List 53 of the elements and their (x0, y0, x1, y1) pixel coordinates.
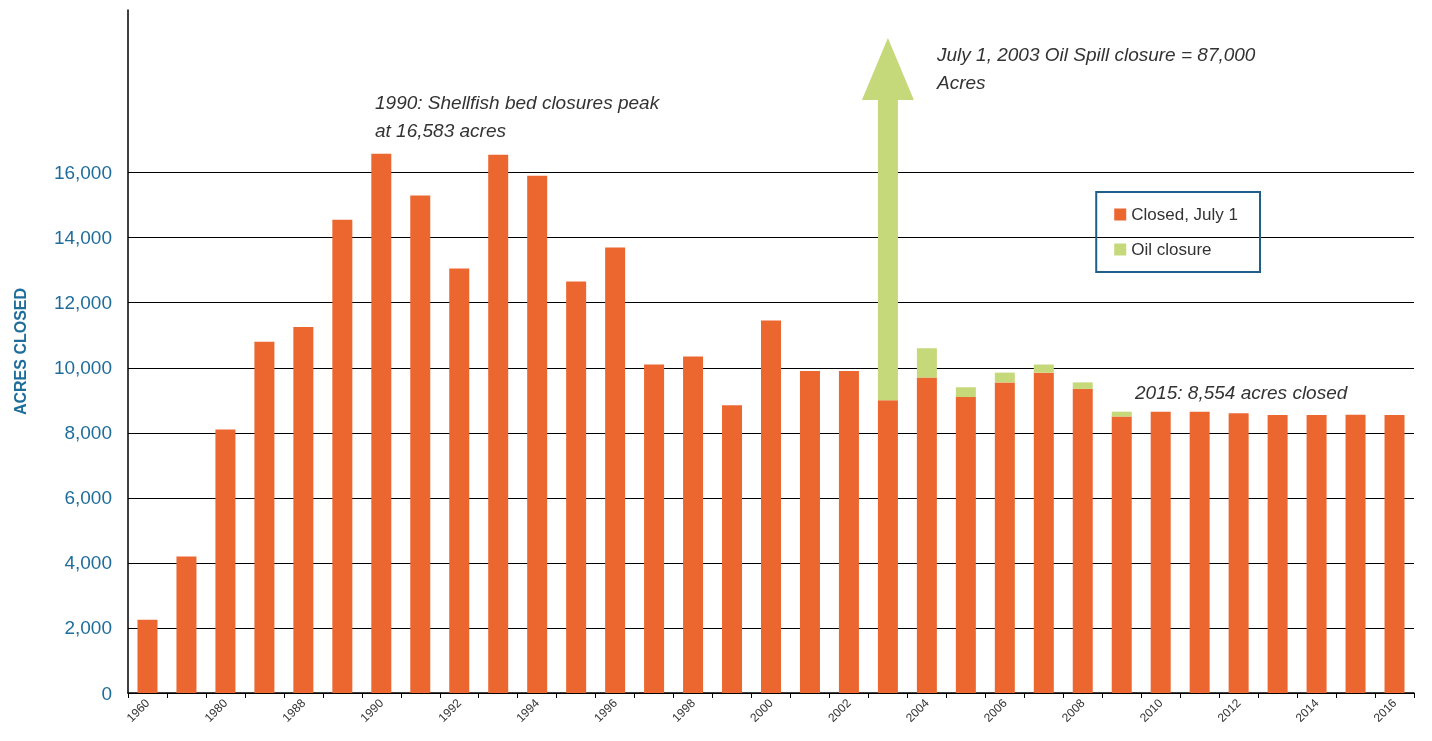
bar (1033, 364, 1054, 373)
y-tick-label: 2,000 (64, 617, 112, 639)
bar (955, 397, 976, 693)
bar (293, 327, 314, 693)
bar (1267, 414, 1288, 693)
bar (722, 405, 743, 693)
bar (683, 356, 704, 693)
bar (761, 320, 781, 693)
bar (215, 429, 236, 693)
bar (799, 371, 820, 693)
bar (137, 619, 158, 693)
bar (1384, 414, 1405, 693)
bar (1150, 411, 1171, 693)
y-axis-title: ACRES CLOSED (11, 287, 29, 416)
annotation: 2015: 8,554 acres closed (1134, 381, 1349, 403)
y-tick-label: 10,000 (53, 357, 112, 379)
bar (994, 382, 1015, 693)
annotation: 1990: Shellfish bed closures peak at 16,583 acres (375, 91, 665, 141)
y-tick-label: 6,000 (64, 487, 112, 509)
bar (332, 219, 353, 693)
y-tick-label: 16,000 (53, 162, 112, 184)
annotation: July 1, 2003 Oil Spill closure = 87,000 Acres (936, 43, 1261, 93)
y-tick-label: 4,000 (64, 552, 112, 574)
bar (1033, 372, 1054, 693)
bar (955, 387, 976, 398)
bar (1228, 413, 1249, 693)
bar (449, 268, 470, 693)
bar (488, 154, 509, 693)
y-tick-label: 0 (101, 682, 112, 704)
bar (1306, 414, 1327, 693)
bar (527, 175, 548, 693)
y-tick-label: 8,000 (64, 422, 112, 444)
bar (1345, 414, 1366, 693)
bar (176, 556, 197, 693)
bar (371, 153, 392, 693)
bar (605, 247, 626, 693)
bar (916, 377, 937, 693)
bar (838, 371, 859, 693)
bar (644, 364, 665, 693)
bar (1111, 411, 1132, 417)
y-tick-label: 12,000 (53, 292, 112, 314)
bar (1111, 416, 1132, 693)
bar (410, 195, 431, 693)
legend-label: Closed, July 1 (1131, 205, 1239, 224)
bar (994, 372, 1015, 383)
bar (254, 341, 275, 693)
bar (1072, 388, 1093, 693)
y-tick-label: 14,000 (53, 227, 112, 249)
bar (916, 348, 937, 378)
bar (1072, 382, 1093, 389)
bar (1189, 411, 1210, 693)
bar (566, 281, 587, 693)
legend-label: Oil closure (1131, 240, 1212, 259)
